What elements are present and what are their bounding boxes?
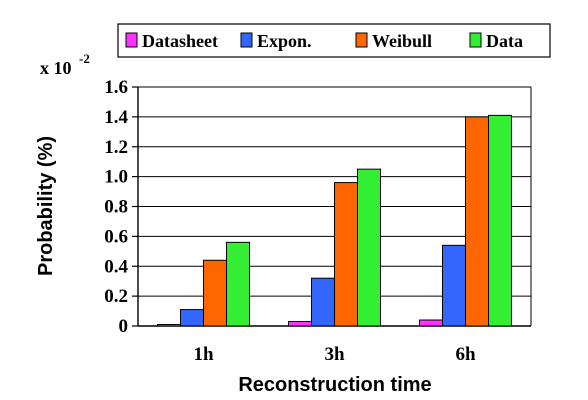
x-tick-labels: 1h 3h 6h — [193, 344, 476, 365]
y-tick-label: 0.8 — [104, 197, 128, 218]
y-tick-label: 1.2 — [104, 137, 128, 158]
legend-label: Expon. — [257, 31, 312, 51]
y-tick-label: 0.2 — [104, 286, 128, 307]
bars — [157, 114, 512, 327]
bar-datasheet-1h — [157, 324, 181, 327]
y-tick-label: 1.4 — [104, 107, 128, 128]
y-tick-label: 0.6 — [104, 226, 128, 247]
y-tick-label: 1.0 — [104, 167, 128, 188]
x-tick-label: 6h — [455, 344, 476, 365]
y-tick-labels: 0 0.2 0.4 0.6 0.8 1.0 1.2 1.4 1.6 — [104, 77, 128, 337]
legend-label: Weibull — [372, 31, 432, 51]
bar-weibull-3h — [334, 182, 358, 327]
scale-factor-exponent: -2 — [79, 51, 90, 66]
y-tick-label: 0 — [119, 316, 129, 337]
legend-swatch — [125, 32, 138, 48]
x-axis-label: Reconstruction time — [238, 374, 431, 396]
bar-data-3h — [357, 168, 381, 327]
y-tick-label: 0.4 — [104, 256, 128, 277]
legend-label: Data — [486, 31, 523, 51]
bar-weibull-6h — [465, 116, 489, 327]
y-axis-label: Probability (%) — [35, 136, 57, 276]
bar-data-1h — [226, 241, 250, 327]
bar-weibull-1h — [203, 259, 227, 327]
bar-expon-3h — [311, 277, 335, 327]
scale-factor-base: x 10 — [40, 58, 72, 78]
bar-expon-6h — [442, 244, 466, 327]
x-tick-label: 3h — [324, 344, 345, 365]
bar-expon-1h — [180, 309, 204, 327]
bar-datasheet-3h — [288, 321, 312, 327]
legend: Datasheet Expon. Weibull Data — [117, 23, 551, 58]
legend-swatch — [355, 32, 368, 48]
x-tick-label: 1h — [193, 344, 214, 365]
bar-data-6h — [488, 114, 512, 327]
legend-swatch — [240, 32, 253, 48]
legend-swatch — [469, 32, 482, 48]
legend-label: Datasheet — [142, 31, 218, 51]
y-tick-label: 1.6 — [104, 77, 128, 98]
bar-datasheet-6h — [419, 319, 443, 327]
